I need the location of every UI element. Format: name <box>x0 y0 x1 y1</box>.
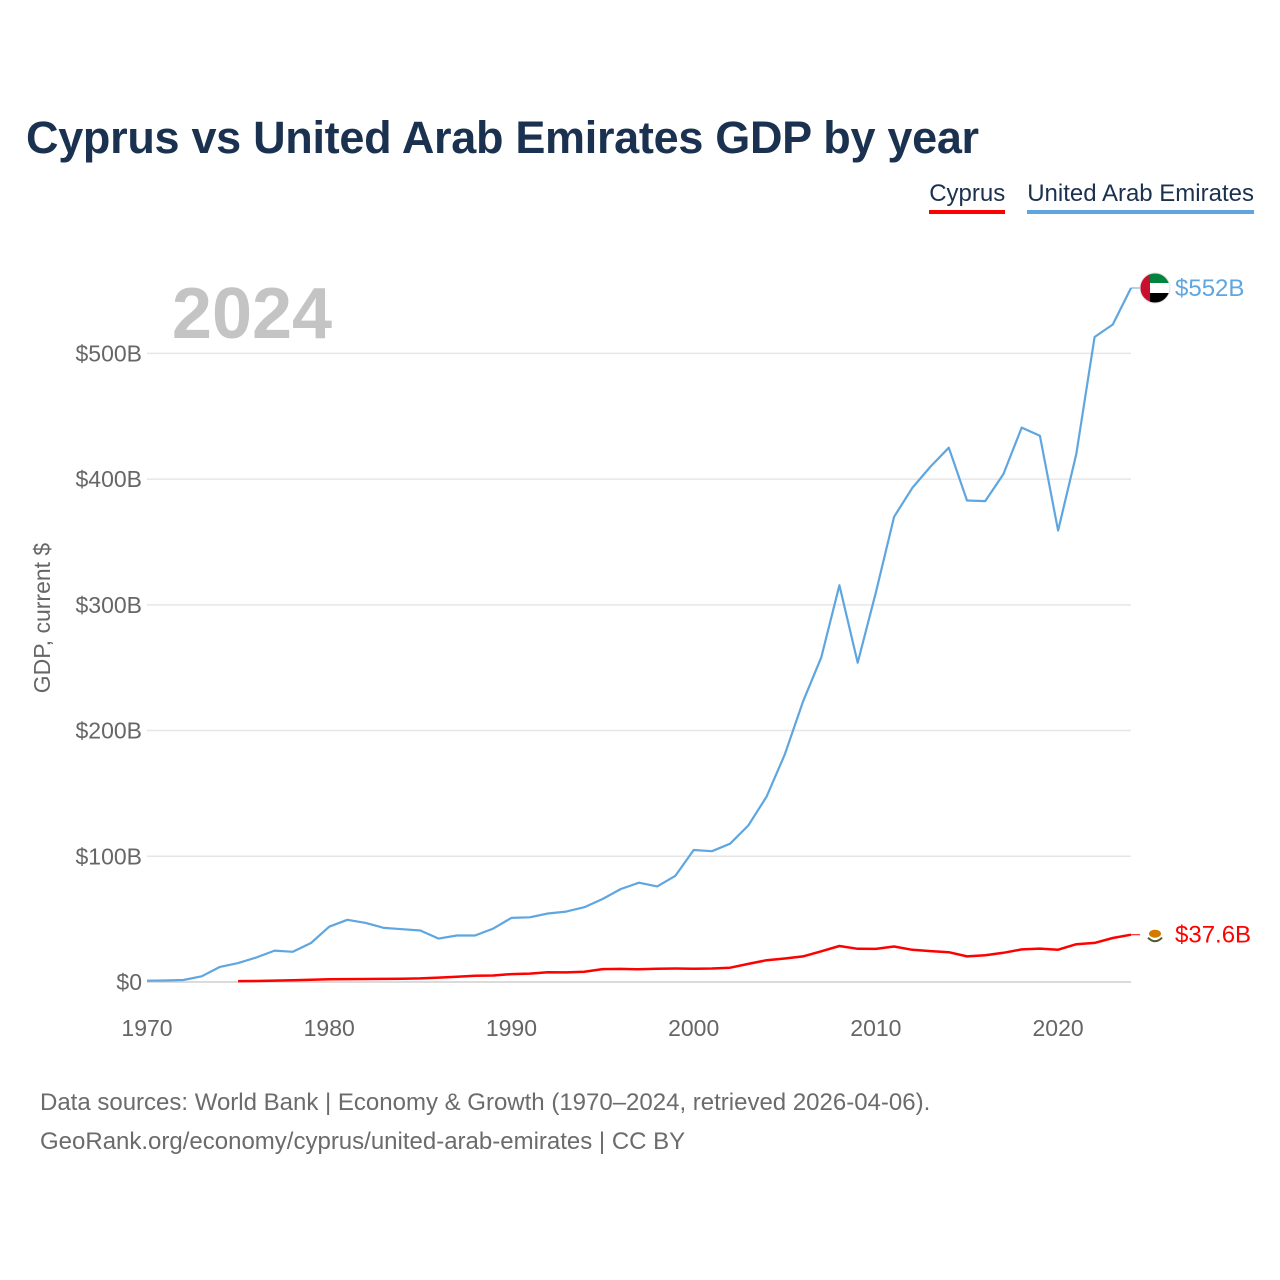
cyprus-flag-icon <box>1144 923 1166 946</box>
end-value-label-united-arab-emirates: $552B <box>1175 275 1244 302</box>
legend-item-cyprus[interactable]: Cyprus <box>929 180 1006 214</box>
series-line-united-arab-emirates <box>146 287 1132 982</box>
x-tick-label: 1980 <box>304 1015 355 1041</box>
x-tick-label: 2020 <box>1033 1015 1084 1041</box>
footer: Data sources: World Bank | Economy & Gro… <box>40 1083 930 1161</box>
y-tick-label: $400B <box>75 466 142 492</box>
year-watermark: 2024 <box>172 274 332 354</box>
uae-flag-icon <box>1139 272 1171 304</box>
y-tick-label: $100B <box>75 843 142 869</box>
y-tick-label: $200B <box>75 718 142 744</box>
y-axis-ticks: $0 $100B $200B $300B $400B $500B <box>75 340 142 995</box>
x-tick-label: 1970 <box>121 1015 172 1041</box>
y-tick-label: $500B <box>75 340 142 366</box>
grid-lines <box>147 352 1131 983</box>
series-line-cyprus <box>238 933 1132 983</box>
attribution-link[interactable]: GeoRank.org/economy/cyprus/united-arab-e… <box>40 1128 686 1155</box>
chart-title: Cyprus vs United Arab Emirates GDP by ye… <box>26 112 979 163</box>
legend: Cyprus United Arab Emirates <box>929 180 1254 214</box>
series-lines <box>146 287 1132 983</box>
legend-item-uae[interactable]: United Arab Emirates <box>1027 180 1254 214</box>
y-axis-label: GDP, current $ <box>29 543 55 694</box>
x-tick-label: 1990 <box>486 1015 537 1041</box>
y-tick-label: $0 <box>116 969 142 995</box>
x-tick-label: 2000 <box>668 1015 719 1041</box>
x-axis-ticks: 1970 1980 1990 2000 2010 2020 <box>121 1015 1083 1041</box>
x-tick-label: 2010 <box>850 1015 901 1041</box>
series-end-markers: $552B $37.6B <box>1131 272 1251 949</box>
end-value-label-cyprus: $37.6B <box>1175 922 1251 949</box>
y-tick-label: $300B <box>75 592 142 618</box>
data-sources-note: Data sources: World Bank | Economy & Gro… <box>40 1089 931 1116</box>
